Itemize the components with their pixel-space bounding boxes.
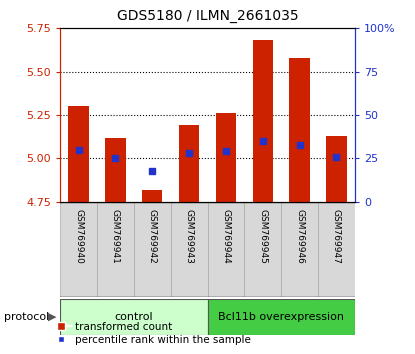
Bar bbox=[105, 138, 126, 202]
Text: GDS5180 / ILMN_2661035: GDS5180 / ILMN_2661035 bbox=[117, 9, 298, 23]
Text: GSM769947: GSM769947 bbox=[332, 210, 341, 264]
Text: GSM769941: GSM769941 bbox=[111, 210, 120, 264]
Bar bbox=[134, 202, 171, 297]
Legend: transformed count, percentile rank within the sample: transformed count, percentile rank withi… bbox=[47, 317, 255, 349]
Text: ▶: ▶ bbox=[48, 312, 56, 322]
Bar bbox=[208, 202, 244, 297]
Text: control: control bbox=[115, 312, 153, 322]
Text: protocol: protocol bbox=[4, 312, 49, 322]
Text: GSM769942: GSM769942 bbox=[148, 210, 157, 264]
Bar bbox=[216, 113, 236, 202]
Text: GSM769943: GSM769943 bbox=[185, 210, 193, 264]
Bar bbox=[171, 202, 208, 297]
Text: GSM769945: GSM769945 bbox=[258, 210, 267, 264]
Bar bbox=[244, 202, 281, 297]
Bar bbox=[289, 58, 310, 202]
Text: GSM769940: GSM769940 bbox=[74, 210, 83, 264]
Bar bbox=[179, 125, 199, 202]
Bar bbox=[68, 106, 89, 202]
Text: GSM769946: GSM769946 bbox=[295, 210, 304, 264]
Bar bbox=[60, 299, 208, 335]
Bar bbox=[60, 202, 97, 297]
Text: GSM769944: GSM769944 bbox=[222, 210, 230, 264]
Bar bbox=[97, 202, 134, 297]
Bar bbox=[208, 299, 355, 335]
Bar bbox=[142, 190, 162, 202]
Bar bbox=[318, 202, 355, 297]
Bar bbox=[326, 136, 347, 202]
Text: Bcl11b overexpression: Bcl11b overexpression bbox=[218, 312, 344, 322]
Bar bbox=[253, 40, 273, 202]
Bar bbox=[281, 202, 318, 297]
